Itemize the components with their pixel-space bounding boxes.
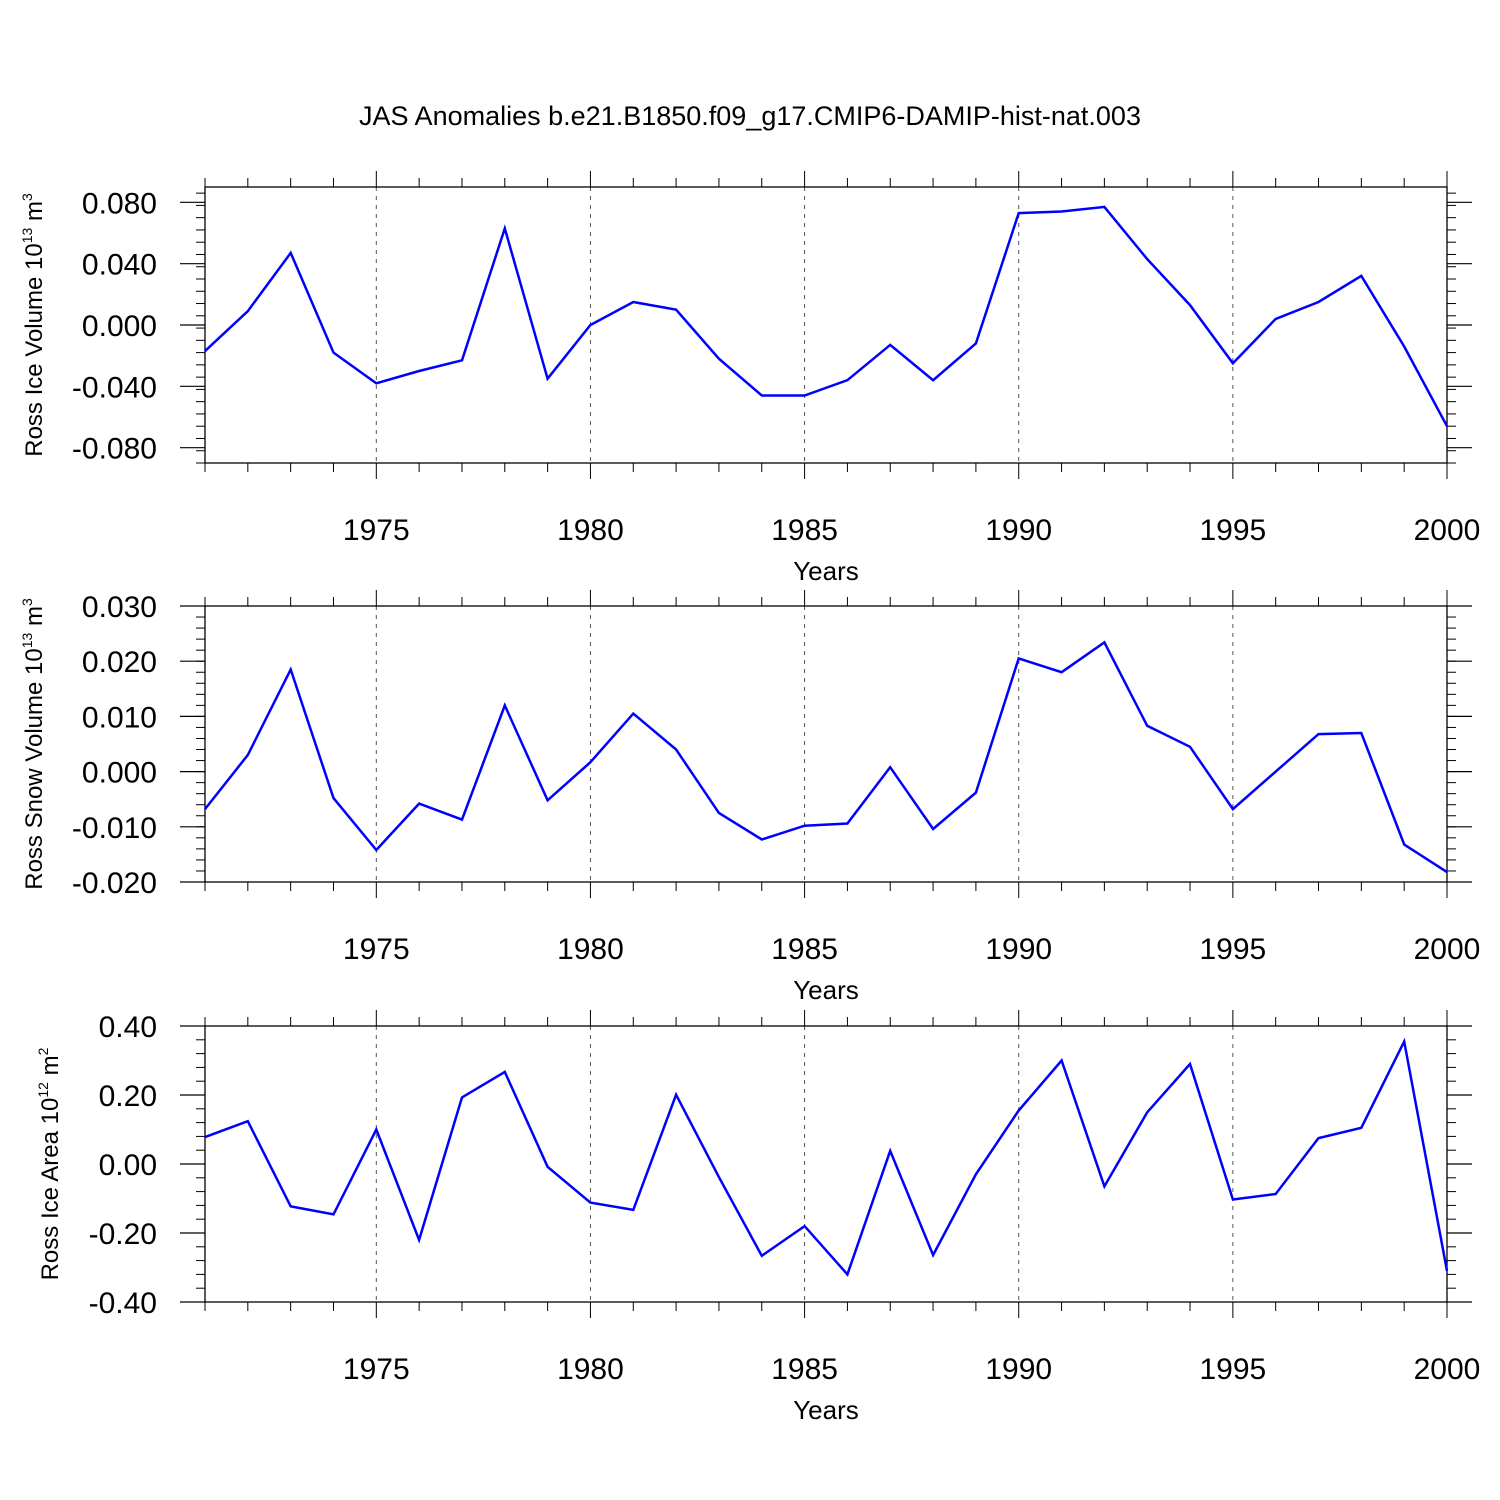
- x-axis-label: Years: [793, 975, 859, 1005]
- x-tick-label: 1975: [343, 1353, 410, 1386]
- y-tick-label: -0.080: [72, 433, 157, 466]
- y-axis-label: Ross Ice Area 1012 m2: [35, 1047, 64, 1280]
- y-axis-label: Ross Ice Volume 1013 m3: [19, 193, 48, 457]
- x-tick-label: 1975: [343, 514, 410, 547]
- y-tick-label: 0.20: [99, 1080, 157, 1113]
- y-tick-label: 0.010: [82, 701, 157, 734]
- x-axis-label: Years: [793, 1395, 859, 1425]
- x-tick-label: 1995: [1199, 933, 1266, 966]
- plot-frame: [204, 186, 1448, 464]
- y-tick-label: 0.030: [82, 591, 157, 624]
- x-tick-label: 1985: [771, 933, 838, 966]
- y-axis-label: Ross Snow Volume 1013 m3: [19, 598, 48, 890]
- x-tick-label: 1980: [557, 1353, 624, 1386]
- y-tick-label: 0.080: [82, 187, 157, 220]
- x-tick-label: 1990: [985, 514, 1052, 547]
- x-axis-label: Years: [793, 556, 859, 586]
- x-tick-label: 2000: [1414, 933, 1481, 966]
- plot-frame: [204, 605, 1448, 883]
- panels: -0.080 -0.040 0.000 0.040 0.080 1975 1980 1985 1…: [19, 171, 1480, 1425]
- x-tick-label: 1990: [985, 933, 1052, 966]
- x-tick-label: 1995: [1199, 1353, 1266, 1386]
- y-tick-label: 0.40: [99, 1011, 157, 1044]
- y-tick-label: -0.010: [72, 812, 157, 845]
- figure-title: JAS Anomalies b.e21.B1850.f09_g17.CMIP6-…: [359, 101, 1141, 131]
- x-tick-label: 1975: [343, 933, 410, 966]
- x-tick-label: 1980: [557, 933, 624, 966]
- series-line: [204, 1037, 1449, 1277]
- x-tick-label: 1980: [557, 514, 624, 547]
- x-tick-label: 2000: [1414, 1353, 1481, 1386]
- y-tick-label: -0.020: [72, 867, 157, 900]
- y-tick-label: 0.00: [99, 1149, 157, 1182]
- y-tick-label: -0.040: [72, 371, 157, 404]
- x-tick-label: 1985: [771, 1353, 838, 1386]
- panel-1: -0.080 -0.040 0.000 0.040 0.080 1975 1980 1985 1…: [19, 171, 1480, 586]
- x-tick-label: 1995: [1199, 514, 1266, 547]
- series-line: [204, 205, 1449, 427]
- y-tick-label: 0.020: [82, 646, 157, 679]
- y-tick-label: -0.20: [89, 1218, 157, 1251]
- panel-2: -0.020 -0.010 0.000 0.010 0.020 0.030 1975 1980…: [19, 590, 1480, 1005]
- y-tick-label: 0.000: [82, 310, 157, 343]
- y-tick-label: -0.40: [89, 1287, 157, 1320]
- y-tick-label: 0.040: [82, 249, 157, 282]
- x-tick-label: 1990: [985, 1353, 1052, 1386]
- panel-3: -0.40 -0.20 0.00 0.20 0.40 1975 1980 1985 1990 19…: [35, 1010, 1480, 1425]
- x-tick-label: 1985: [771, 514, 838, 547]
- series-line: [204, 640, 1448, 874]
- x-tick-label: 2000: [1414, 514, 1481, 547]
- y-tick-label: 0.000: [82, 757, 157, 790]
- plot-frame: [204, 1025, 1448, 1303]
